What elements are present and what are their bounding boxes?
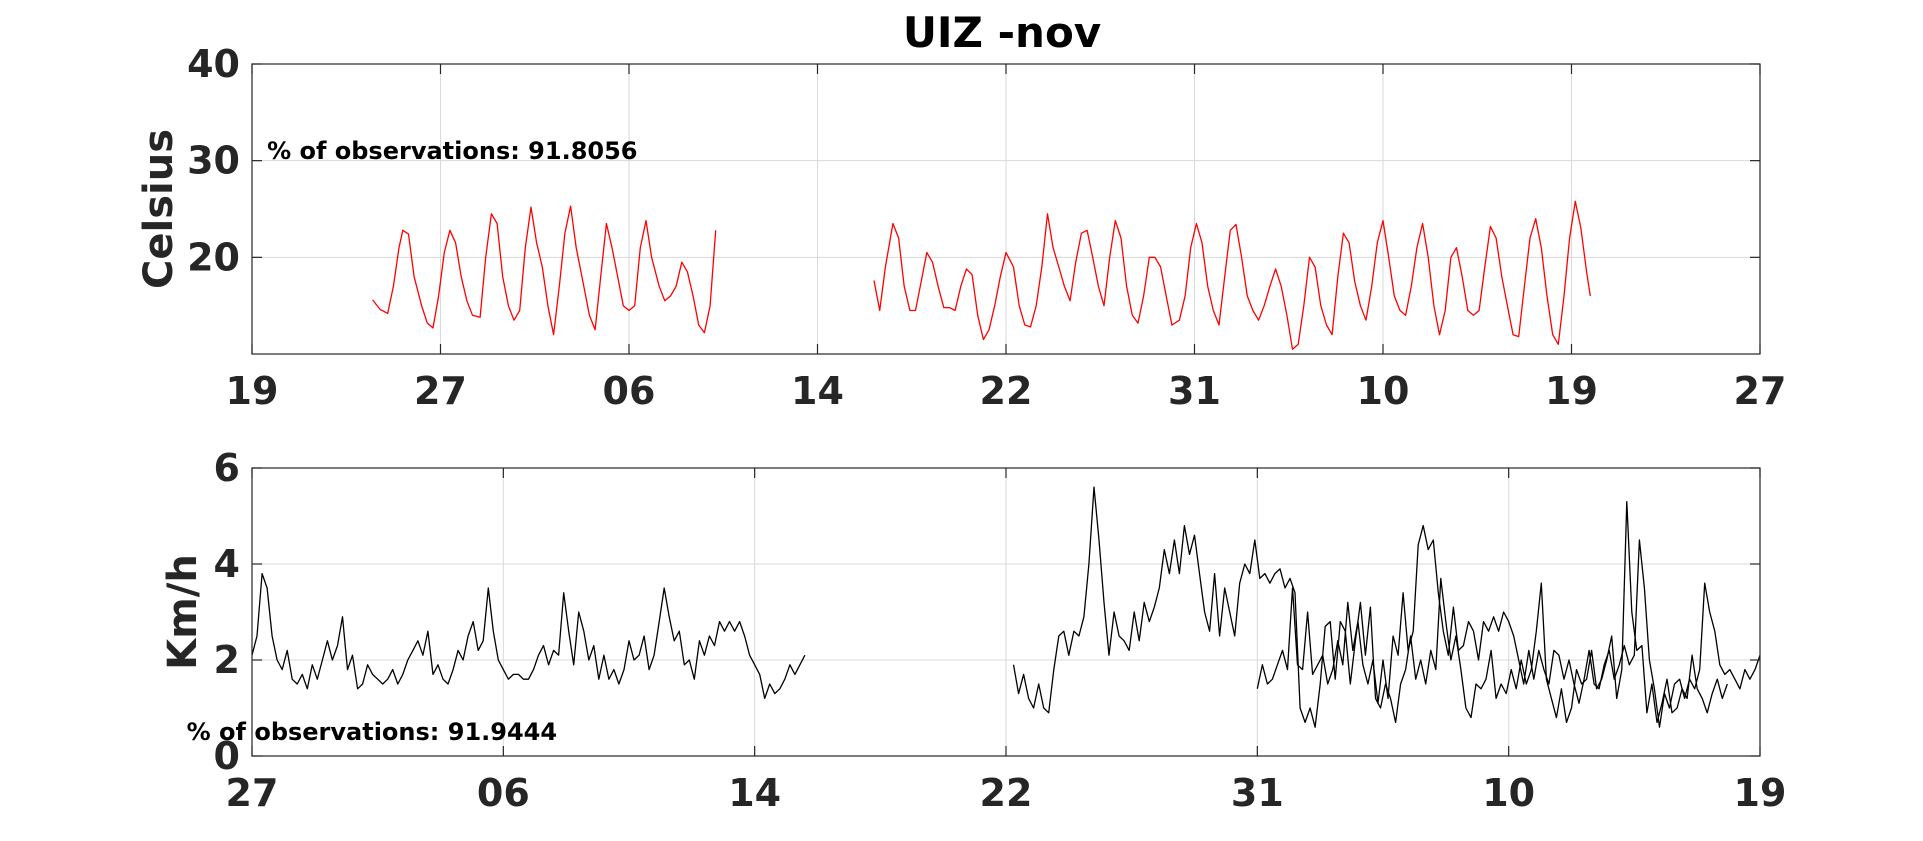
series-line-0 xyxy=(251,486,1728,728)
x-tick-label: 22 xyxy=(980,771,1033,815)
x-tick-label: 19 xyxy=(1734,771,1787,815)
x-tick-label: 06 xyxy=(603,369,656,413)
x-tick-label: 27 xyxy=(414,369,467,413)
y-tick-label: 6 xyxy=(214,446,240,490)
x-tick-label: 06 xyxy=(477,771,530,815)
x-tick-label: 19 xyxy=(1545,369,1598,413)
x-tick-label: 31 xyxy=(1231,771,1284,815)
x-tick-label: 19 xyxy=(226,369,279,413)
y-tick-label: 2 xyxy=(214,638,240,682)
x-tick-label: 10 xyxy=(1482,771,1535,815)
y-axis-label: Celsius xyxy=(136,129,182,289)
x-tick-label: 10 xyxy=(1357,369,1410,413)
x-tick-label: 22 xyxy=(980,369,1033,413)
observation-annotation: % of observations: 91.8056 xyxy=(267,137,637,165)
observation-annotation: % of observations: 91.9444 xyxy=(187,718,557,746)
y-tick-label: 40 xyxy=(187,42,240,86)
x-tick-label: 14 xyxy=(791,369,844,413)
x-tick-label: 31 xyxy=(1168,369,1221,413)
y-tick-label: 30 xyxy=(187,139,240,183)
y-tick-label: 0 xyxy=(214,734,240,778)
chart-title: UIZ -nov xyxy=(903,8,1101,57)
y-tick-label: 20 xyxy=(187,235,240,279)
series-line-1 xyxy=(1256,524,1761,728)
series-line-0 xyxy=(372,200,1591,350)
y-axis-label: Km/h xyxy=(160,554,206,670)
y-tick-label: 4 xyxy=(214,542,240,586)
wind-speed-panel: 27 06 14 22 31 10 19 0 2 4 6 Km/h % of observations:… xyxy=(160,446,1786,815)
x-tick-label: 27 xyxy=(1734,369,1787,413)
x-tick-label: 14 xyxy=(728,771,781,815)
x-tick-label: 27 xyxy=(226,771,279,815)
